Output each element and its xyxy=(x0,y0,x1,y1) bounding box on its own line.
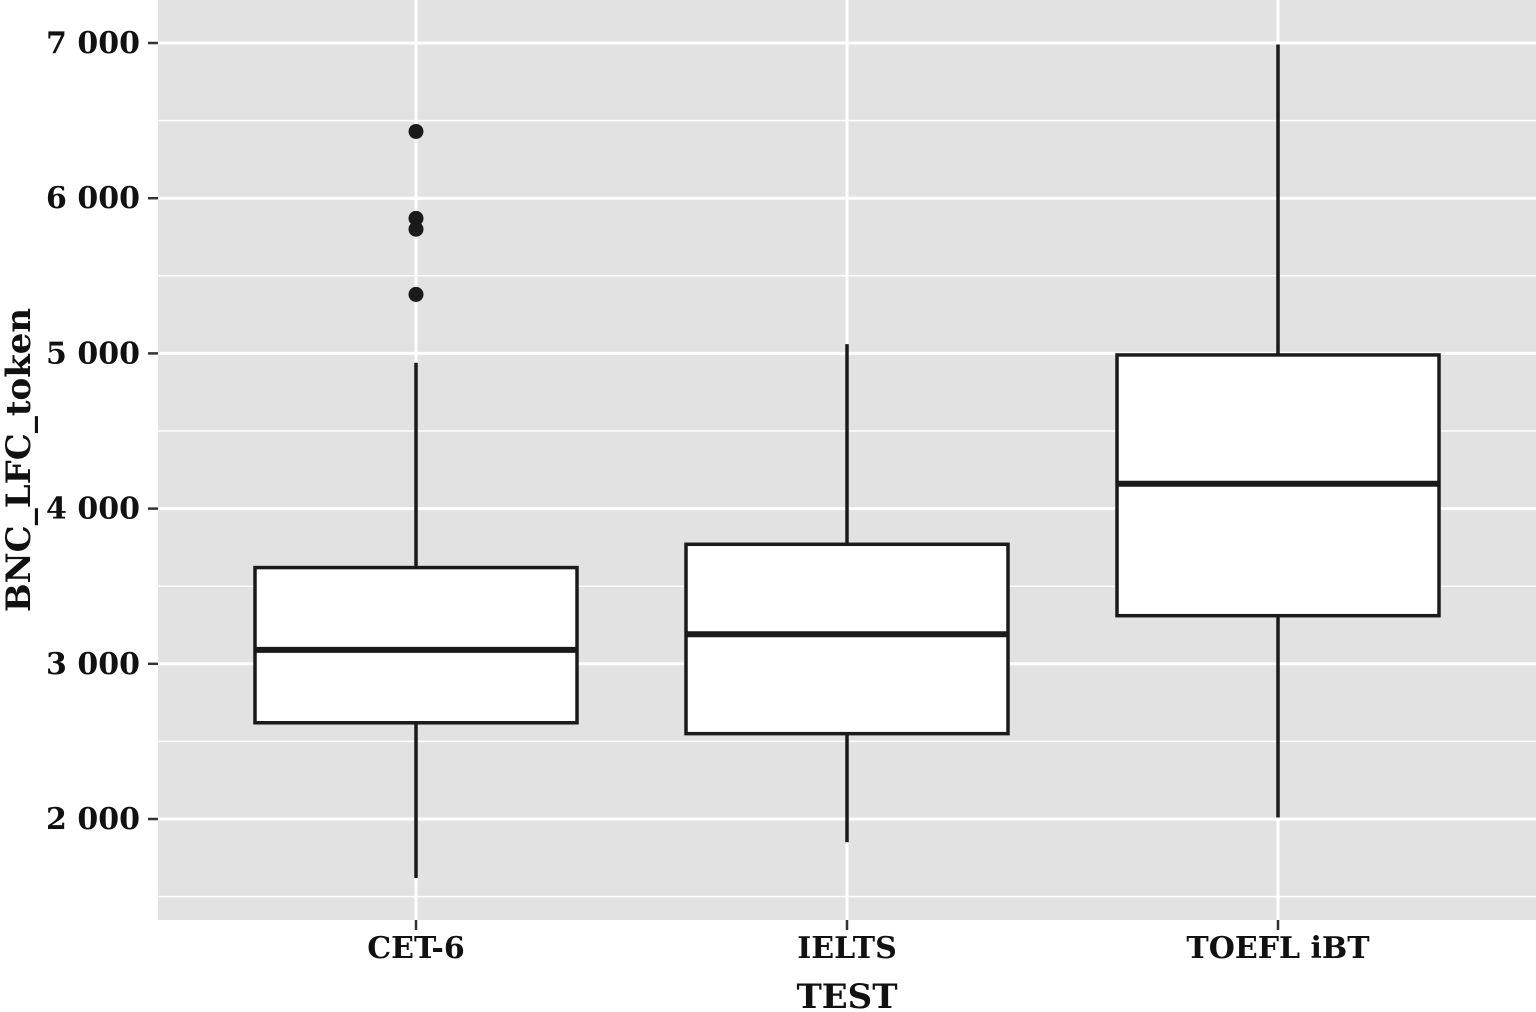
outlier-point xyxy=(408,221,424,237)
y-tick-label: 2 000 xyxy=(46,802,140,837)
iqr-box xyxy=(253,565,579,725)
x-axis: CET-6 IELTS TOEFL iBT xyxy=(367,920,1370,966)
y-axis: 2 000 3 000 4 000 5 000 6 000 7 000 xyxy=(46,26,158,837)
y-axis-title: BNC_LFC_token xyxy=(0,308,39,612)
box-cet-6 xyxy=(253,123,579,878)
y-tick-label: 7 000 xyxy=(46,26,140,61)
y-tick-label: 6 000 xyxy=(46,181,140,216)
x-tick-label: CET-6 xyxy=(367,931,464,966)
iqr-box xyxy=(684,542,1010,736)
x-tick-label: TOEFL iBT xyxy=(1186,931,1370,966)
outlier-point xyxy=(408,123,424,139)
y-tick-label: 5 000 xyxy=(46,336,140,371)
box-toefl-ibt xyxy=(1115,44,1441,818)
x-tick-label: IELTS xyxy=(797,931,897,966)
outlier-point xyxy=(408,286,424,302)
box-series xyxy=(253,44,1441,878)
box-ielts xyxy=(684,344,1010,843)
x-axis-title: TEST xyxy=(796,977,897,1012)
y-tick-label: 4 000 xyxy=(46,492,140,527)
y-tick-label: 3 000 xyxy=(46,647,140,682)
outlier-point xyxy=(408,210,424,226)
